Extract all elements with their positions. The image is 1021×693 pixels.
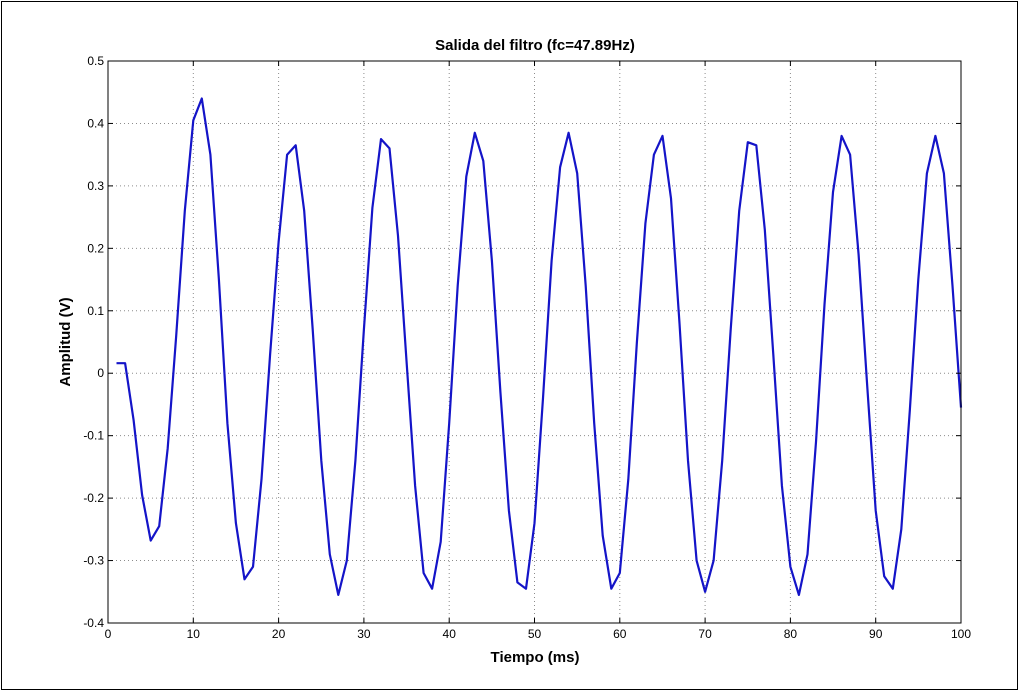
y-tick-label: 0.3	[87, 179, 104, 193]
x-tick-label: 70	[698, 627, 712, 641]
x-tick-label: 20	[272, 627, 286, 641]
x-tick-label: 0	[105, 627, 112, 641]
tick-marks	[107, 60, 962, 624]
series-layer	[116, 97, 963, 597]
series-line	[116, 97, 963, 597]
x-tick-label: 60	[613, 627, 627, 641]
y-tick-label: -0.3	[83, 554, 104, 568]
y-tick-label: 0.4	[87, 116, 104, 130]
y-tick-label: 0.5	[87, 54, 104, 68]
y-tick-label: 0.1	[87, 304, 104, 318]
y-tick-label: 0.2	[87, 241, 104, 255]
y-tick-label: -0.1	[83, 429, 104, 443]
tick-labels: 0 10 20 30 40 50 60 70 80 90 100 -0.4 -0.3 -0.2 -0.1 0 0…	[83, 54, 971, 641]
x-axis-label: Tiempo (ms)	[491, 649, 580, 666]
x-tick-label: 90	[869, 627, 883, 641]
chart-title: Salida del filtro (fc=47.89Hz)	[435, 37, 635, 54]
x-tick-label: 80	[784, 627, 798, 641]
y-tick-label: 0	[97, 366, 104, 380]
x-tick-label: 30	[357, 627, 371, 641]
x-tick-label: 40	[443, 627, 457, 641]
grid-lines	[108, 61, 961, 623]
x-tick-label: 50	[528, 627, 542, 641]
y-tick-label: -0.4	[83, 616, 104, 630]
x-tick-label: 100	[951, 627, 971, 641]
y-axis-label: Amplitud (V)	[57, 297, 74, 386]
y-tick-label: -0.2	[83, 491, 104, 505]
x-tick-label: 10	[187, 627, 201, 641]
